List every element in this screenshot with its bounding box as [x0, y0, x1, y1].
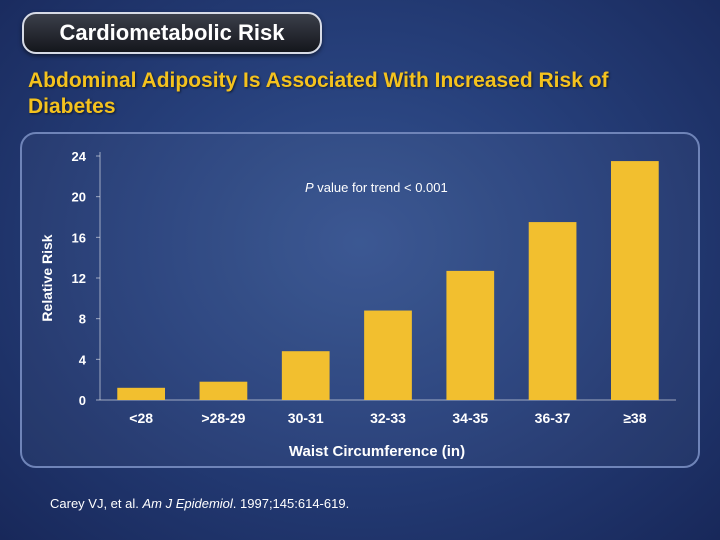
x-tick-label: 30-31 [288, 410, 324, 426]
title-banner: Cardiometabolic Risk [22, 12, 322, 54]
p-value-text: value for trend < 0.001 [314, 180, 448, 195]
banner-title: Cardiometabolic Risk [59, 20, 285, 45]
bar [199, 381, 248, 400]
y-tick-label: 0 [79, 393, 86, 408]
chart-panel [20, 132, 700, 468]
bar-group [117, 161, 659, 400]
x-tick-label: ≥38 [623, 410, 646, 426]
p-value-italic: P [305, 180, 314, 195]
bar [364, 310, 412, 400]
citation: Carey VJ, et al. Am J Epidemiol. 1997;14… [50, 496, 349, 511]
y-tick-group: 0 4 8 12 16 20 24 [72, 149, 100, 408]
y-tick-label: 24 [72, 149, 87, 164]
p-value-annotation: P value for trend < 0.001 [305, 180, 448, 195]
y-tick-label: 16 [72, 230, 86, 245]
bar [446, 270, 495, 400]
x-tick-label: 36-37 [535, 410, 571, 426]
x-tick-label: >28-29 [201, 410, 245, 426]
bar [528, 222, 577, 400]
x-tick-group: <28 >28-29 30-31 32-33 34-35 36-37 ≥38 [129, 410, 646, 426]
bar [281, 351, 330, 400]
y-tick-label: 4 [79, 352, 87, 367]
citation-authors: Carey VJ, et al. [50, 496, 143, 511]
x-tick-label: <28 [129, 410, 153, 426]
x-tick-label: 32-33 [370, 410, 406, 426]
bar [117, 387, 166, 400]
x-axis-label: Waist Circumference (in) [289, 443, 465, 460]
x-tick-label: 34-35 [452, 410, 488, 426]
y-axis-label: Relative Risk [39, 234, 55, 321]
citation-journal: Am J Epidemiol [142, 496, 233, 511]
bar [610, 161, 659, 400]
y-tick-label: 8 [79, 312, 86, 327]
slide-subtitle: Abdominal Adiposity Is Associated With I… [28, 69, 609, 118]
y-tick-label: 20 [72, 190, 86, 205]
y-tick-label: 12 [72, 271, 86, 286]
citation-details: . 1997;145:614-619. [232, 496, 350, 511]
